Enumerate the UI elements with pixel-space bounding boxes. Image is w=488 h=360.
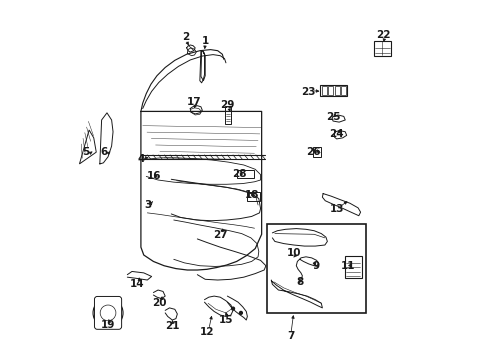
Text: 7: 7 [286, 332, 294, 342]
Text: 21: 21 [165, 321, 179, 331]
Text: 22: 22 [376, 30, 390, 40]
Text: 9: 9 [312, 261, 319, 271]
Bar [320, 85, 346, 96]
Text: 29: 29 [220, 100, 234, 110]
Text: 23: 23 [301, 87, 315, 98]
Text: 15: 15 [218, 315, 233, 325]
Text: 12: 12 [199, 327, 214, 337]
Bar [327, 86, 332, 95]
Text: 20: 20 [152, 298, 166, 308]
Circle shape [239, 311, 242, 314]
Bar [224, 107, 231, 123]
Text: 2: 2 [182, 32, 189, 42]
Text: 16: 16 [147, 171, 162, 181]
Text: 11: 11 [340, 261, 355, 271]
Text: 10: 10 [286, 248, 301, 258]
Circle shape [231, 307, 234, 310]
Bar [266, 224, 365, 313]
Text: 13: 13 [329, 204, 344, 214]
Bar [344, 256, 361, 278]
Text: 19: 19 [101, 320, 115, 330]
Text: 3: 3 [144, 200, 151, 210]
Bar [373, 41, 390, 56]
Text: 6: 6 [101, 147, 108, 157]
Bar [247, 192, 259, 201]
Text: 8: 8 [296, 277, 303, 287]
Text: 27: 27 [212, 230, 227, 240]
Bar [334, 86, 339, 95]
Text: 5: 5 [82, 147, 89, 157]
FancyBboxPatch shape [94, 296, 122, 329]
Text: 26: 26 [305, 147, 320, 157]
Text: 1: 1 [201, 36, 208, 46]
Text: 25: 25 [325, 112, 340, 122]
Bar [340, 86, 345, 95]
Text: 4: 4 [137, 154, 144, 164]
Bar [321, 86, 326, 95]
Bar [312, 147, 320, 157]
Text: 18: 18 [244, 190, 259, 200]
Text: 17: 17 [186, 97, 201, 107]
Text: 24: 24 [329, 129, 343, 139]
Text: 14: 14 [130, 279, 144, 289]
Text: 28: 28 [231, 168, 246, 179]
Bar [236, 170, 253, 178]
